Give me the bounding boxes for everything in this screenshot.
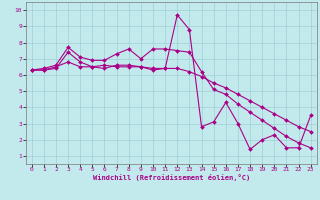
X-axis label: Windchill (Refroidissement éolien,°C): Windchill (Refroidissement éolien,°C): [92, 174, 250, 181]
